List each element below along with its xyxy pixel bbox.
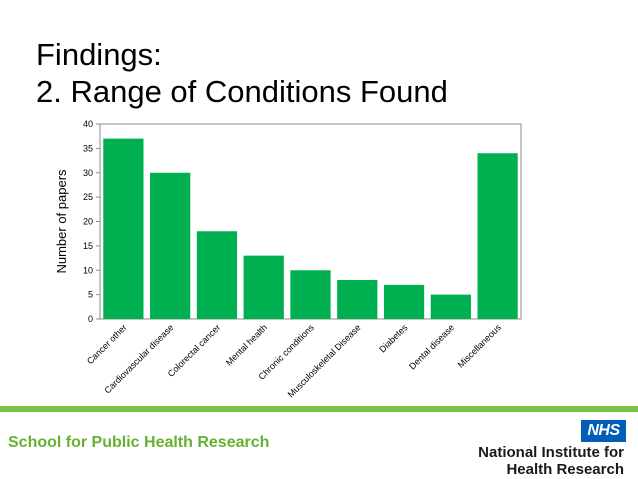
bar [243,255,284,319]
slide-title: Findings: 2. Range of Conditions Found [36,36,448,110]
bar [290,270,331,319]
bar [477,153,518,319]
bar [150,172,191,319]
nihr-name-line-1: National Institute for [478,444,624,461]
y-tick-label: 20 [83,217,93,227]
slide-title-line-1: Findings: [36,37,162,72]
bar [196,231,238,319]
x-tick-label: Dental disease [407,322,456,371]
y-tick-label: 35 [83,143,93,153]
y-tick-label: 30 [83,168,93,178]
bar [430,294,471,319]
slide-title-line-2: 2. Range of Conditions Found [36,74,448,109]
bar [337,280,378,319]
bar [383,284,425,319]
x-tick-label: Mental health [224,322,269,367]
x-tick-label: Diabetes [377,322,410,355]
y-tick-label: 5 [88,290,93,300]
y-axis-ticks: 0 5 10 15 20 25 30 35 40 [83,119,100,324]
y-axis-label: Number of papers [54,169,69,274]
bars [103,138,518,319]
y-tick-label: 40 [83,119,93,129]
school-name: School for Public Health Research [8,434,270,451]
y-tick-label: 10 [83,265,93,275]
y-tick-label: 25 [83,192,93,202]
y-tick-label: 0 [88,314,93,324]
nhs-logo: NHS [581,420,626,442]
footer-divider-bar [0,406,638,412]
bar-chart: 0 5 10 15 20 25 30 35 40 Cancer otherCardiovascu… [54,119,522,399]
y-tick-label: 15 [83,241,93,251]
x-tick-label: Miscellaneous [456,322,504,370]
x-tick-label: Colorectal cancer [166,322,223,379]
nihr-name-line-2: Health Research [506,461,624,478]
x-tick-label: Cancer other [85,322,129,366]
bar [103,138,144,319]
